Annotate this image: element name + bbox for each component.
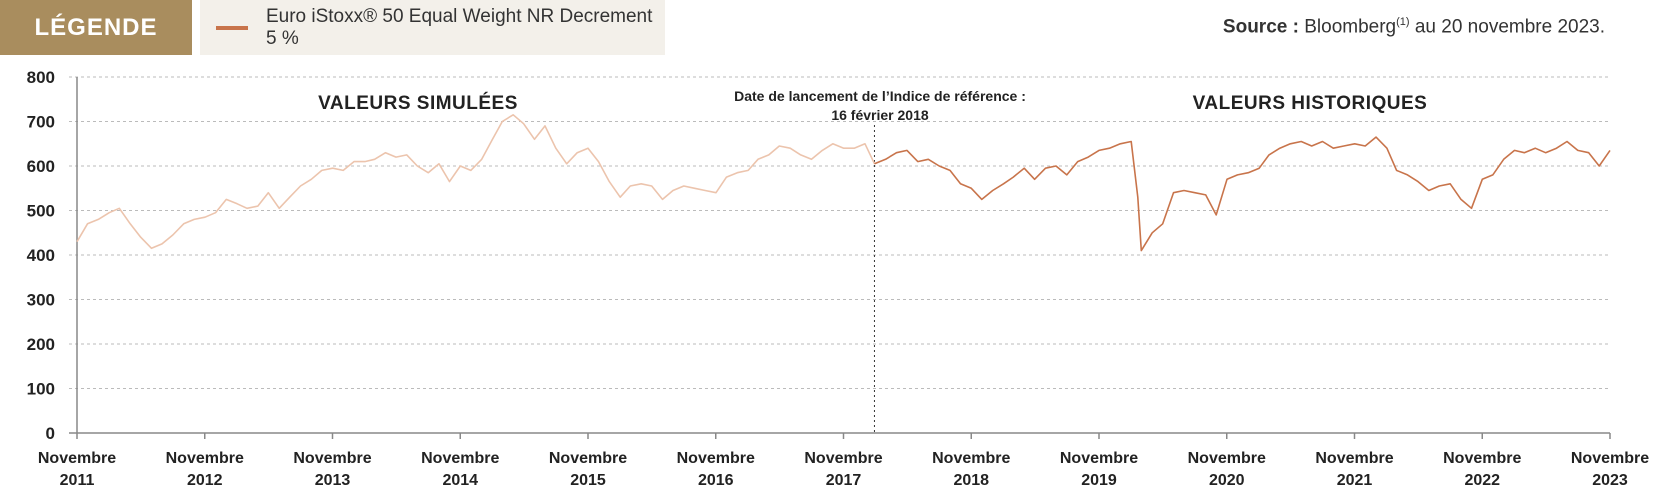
x-tick-label-month: Novembre — [38, 450, 116, 467]
y-axis: 800 700 600 500 400 300 200 100 0 — [27, 68, 55, 443]
x-tick-label-year: 2012 — [187, 472, 223, 489]
x-tick-label-year: 2015 — [570, 472, 606, 489]
y-tick-label: 0 — [46, 424, 55, 443]
x-axis: Novembre 2011 Novembre 2012 Novembre 2013 Nove… — [38, 433, 1649, 489]
y-tick-label: 100 — [27, 380, 55, 399]
launch-annotation-line2: 16 février 2018 — [831, 107, 929, 123]
x-tick-label-month: Novembre — [677, 450, 755, 467]
legend-tag: LÉGENDE — [0, 0, 192, 55]
source-text: Bloomberg — [1304, 16, 1397, 38]
y-tick-label: 700 — [27, 113, 55, 132]
x-tick-label-month: Novembre — [1188, 450, 1266, 467]
x-tick-label-month: Novembre — [1060, 450, 1138, 467]
series-line-simulated — [76, 114, 876, 250]
series-lines — [76, 114, 1611, 252]
x-tick-label-month: Novembre — [166, 450, 244, 467]
x-tick-label-year: 2011 — [60, 472, 95, 489]
source-suffix: au 20 novembre 2023. — [1414, 16, 1605, 38]
x-tick-label-year: 2022 — [1464, 472, 1500, 489]
x-tick-label-year: 2019 — [1081, 472, 1117, 489]
source-footnote: (1) — [1396, 16, 1410, 28]
x-tick-label-year: 2013 — [315, 472, 351, 489]
launch-annotation-line1: Date de lancement de l’Indice de référen… — [734, 88, 1026, 104]
x-tick-label-month: Novembre — [1443, 450, 1521, 467]
x-tick-label-month: Novembre — [1315, 450, 1393, 467]
y-tick-label: 200 — [27, 335, 55, 354]
source-note: Source : Bloomberg(1) au 20 novembre 202… — [1223, 16, 1605, 38]
legend-swatch — [216, 25, 248, 30]
x-tick-label-year: 2017 — [826, 472, 862, 489]
y-tick-label: 300 — [27, 291, 55, 310]
x-tick-label-month: Novembre — [293, 450, 371, 467]
x-tick-label-year: 2016 — [698, 472, 734, 489]
gridlines — [69, 76, 1610, 434]
x-tick-label-year: 2014 — [442, 472, 478, 489]
x-tick-label-month: Novembre — [1571, 450, 1649, 467]
annotations: VALEURS SIMULÉES VALEURS HISTORIQUES Dat… — [318, 88, 1427, 123]
region-label-historical: VALEURS HISTORIQUES — [1193, 93, 1428, 114]
y-tick-label: 500 — [27, 202, 55, 221]
legend: Euro iStoxx® 50 Equal Weight NR Decremen… — [200, 0, 665, 55]
y-tick-label: 600 — [27, 157, 55, 176]
x-tick-label-year: 2021 — [1337, 472, 1373, 489]
y-tick-label: 400 — [27, 246, 55, 265]
y-tick-label: 800 — [27, 68, 55, 87]
x-tick-label-year: 2020 — [1209, 472, 1245, 489]
legend-label: Euro iStoxx® 50 Equal Weight NR Decremen… — [265, 5, 653, 49]
region-label-simulated: VALEURS SIMULÉES — [318, 92, 518, 114]
x-tick-label-month: Novembre — [932, 450, 1010, 467]
x-tick-label-month: Novembre — [549, 450, 627, 467]
source-prefix: Source : — [1222, 16, 1299, 38]
x-tick-label-year: 2023 — [1592, 472, 1628, 489]
x-tick-label-year: 2018 — [953, 472, 989, 489]
x-tick-label-month: Novembre — [421, 450, 499, 467]
x-tick-label-month: Novembre — [804, 450, 882, 467]
series-line-historical — [874, 136, 1611, 252]
